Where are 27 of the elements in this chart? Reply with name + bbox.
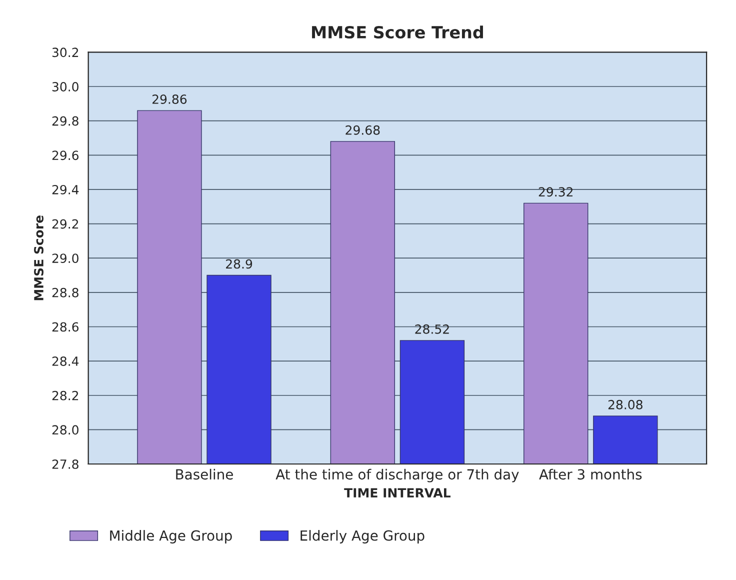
data-label: 29.86 (152, 94, 187, 104)
legend-label: Middle Age Group (110, 530, 232, 544)
y-tick-label: 28.4 (52, 356, 79, 366)
data-label: 28.08 (608, 400, 642, 410)
chart-title: MMSE Score Trend (312, 26, 483, 39)
y-tick-label: 28.6 (52, 322, 79, 332)
legend-label: Elderly Age Group (300, 530, 424, 544)
y-tick-label: 30.2 (52, 48, 78, 58)
y-tick-label: 29.0 (52, 254, 78, 264)
data-label: 28.52 (415, 324, 449, 334)
y-tick-label: 30.0 (52, 82, 78, 92)
y-tick-label: 29.4 (52, 184, 79, 194)
data-label: 29.68 (346, 125, 380, 135)
y-tick-label: 28.0 (52, 425, 78, 435)
x-tick-label: After 3 months (539, 468, 642, 480)
x-tick-label: At the time of discharge or 7th day (276, 468, 519, 482)
y-tick-label: 29.8 (52, 116, 78, 126)
y-tick-label: 28.8 (52, 288, 78, 298)
y-tick-label: 29.2 (52, 219, 78, 229)
data-label: 29.32 (538, 187, 573, 197)
data-label: 28.9 (226, 259, 252, 269)
y-tick-label: 28.2 (52, 390, 78, 400)
x-axis-title: TIME INTERVAL (344, 488, 450, 498)
x-tick-label: Baseline (176, 468, 233, 480)
y-tick-label: 29.6 (52, 150, 79, 160)
y-axis-title: MMSE Score (34, 216, 44, 300)
y-tick-label: 27.8 (52, 459, 78, 469)
